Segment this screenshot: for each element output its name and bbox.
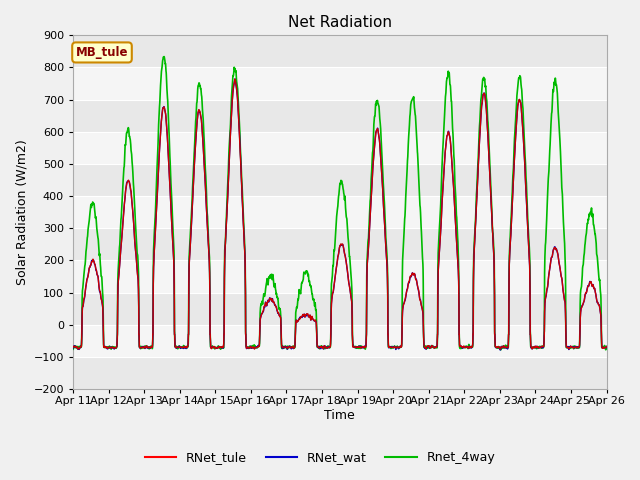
Rnet_4way bbox=[392, 345, 399, 350]
Line: Rnet_4way: Rnet_4way bbox=[73, 57, 607, 350]
Bar bbox=[73, 228, 607, 261]
Title: Net Radiation: Net Radiation bbox=[288, 15, 392, 30]
Rnet_4way bbox=[218, 345, 226, 350]
RNet_tule bbox=[603, 344, 611, 349]
Rnet_4way bbox=[160, 54, 168, 60]
RNet_wat bbox=[552, 246, 560, 252]
Bar bbox=[73, 261, 607, 293]
RNet_wat bbox=[603, 344, 611, 349]
Line: RNet_tule: RNet_tule bbox=[73, 79, 607, 349]
RNet_tule bbox=[69, 344, 77, 350]
RNet_tule bbox=[552, 246, 560, 252]
Line: RNet_wat: RNet_wat bbox=[73, 79, 607, 350]
Bar bbox=[73, 325, 607, 357]
Bar bbox=[73, 196, 607, 228]
RNet_wat bbox=[401, 298, 409, 303]
Bar bbox=[73, 100, 607, 132]
Bar bbox=[73, 68, 607, 100]
RNet_tule bbox=[603, 344, 611, 349]
Bar bbox=[73, 164, 607, 196]
Rnet_4way bbox=[603, 344, 611, 350]
RNet_wat bbox=[497, 347, 504, 353]
Bar bbox=[73, 132, 607, 164]
RNet_wat bbox=[184, 344, 191, 350]
Rnet_4way bbox=[69, 347, 77, 352]
RNet_tule bbox=[184, 344, 191, 350]
Rnet_4way bbox=[184, 345, 191, 350]
RNet_wat bbox=[69, 345, 77, 351]
Legend: RNet_tule, RNet_wat, Rnet_4way: RNet_tule, RNet_wat, Rnet_4way bbox=[140, 446, 500, 469]
Rnet_4way bbox=[497, 347, 504, 353]
Text: MB_tule: MB_tule bbox=[76, 46, 128, 59]
Bar bbox=[73, 293, 607, 325]
RNet_wat bbox=[392, 347, 399, 352]
RNet_wat bbox=[218, 345, 226, 350]
RNet_tule bbox=[392, 345, 399, 351]
X-axis label: Time: Time bbox=[324, 409, 355, 422]
Y-axis label: Solar Radiation (W/m2): Solar Radiation (W/m2) bbox=[15, 139, 28, 285]
Rnet_4way bbox=[603, 345, 611, 350]
RNet_wat bbox=[603, 344, 611, 349]
Rnet_4way bbox=[552, 82, 560, 88]
RNet_tule bbox=[218, 344, 226, 350]
RNet_tule bbox=[231, 76, 239, 82]
Bar bbox=[73, 357, 607, 389]
Rnet_4way bbox=[401, 211, 409, 216]
Bar bbox=[73, 36, 607, 68]
RNet_wat bbox=[231, 76, 239, 82]
RNet_tule bbox=[401, 296, 409, 302]
RNet_tule bbox=[497, 346, 504, 352]
